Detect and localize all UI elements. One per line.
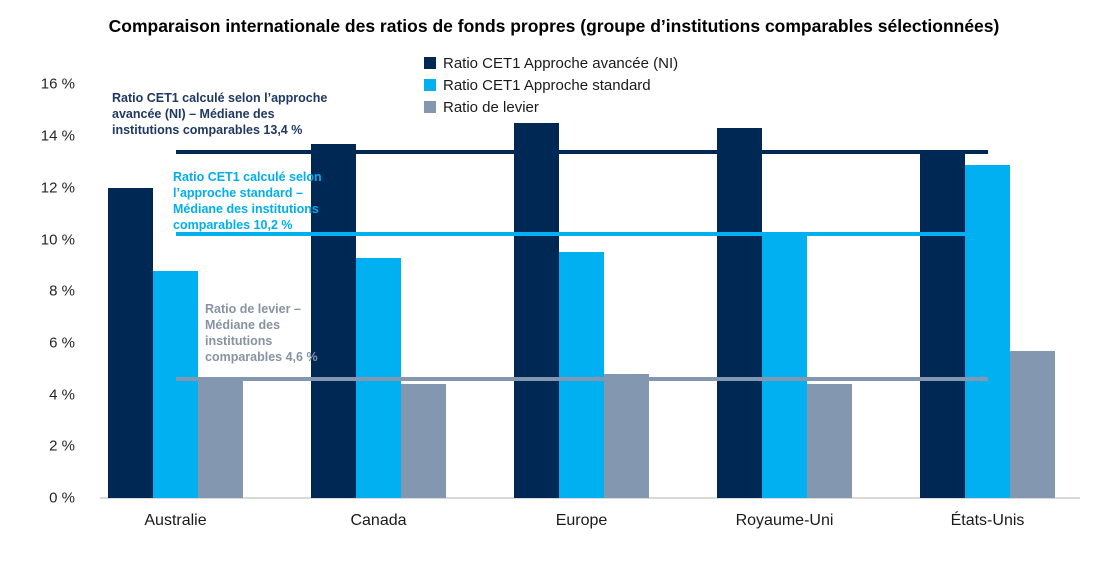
x-axis-category-label: Europe	[555, 512, 608, 529]
bar-Royaume-Uni-2	[807, 384, 852, 498]
bar-Europe-1	[559, 252, 604, 498]
y-axis-tick-label: 16 %	[40, 75, 75, 93]
bar-Australie-0	[108, 187, 153, 498]
bar-Royaume-Uni-0	[717, 128, 762, 498]
legend-label: Ratio CET1 Approche standard	[443, 76, 651, 94]
legend-swatch-icon	[424, 101, 436, 113]
y-axis-tick-label: 10 %	[40, 231, 75, 248]
x-axis-category-label: Royaume-Uni	[735, 512, 834, 529]
legend-item-0: Ratio CET1 Approche avancée (NI)	[424, 52, 678, 74]
legend-item-1: Ratio CET1 Approche standard	[424, 74, 678, 96]
legend-item-2: Ratio de levier	[424, 96, 678, 118]
x-axis-line	[100, 497, 1080, 499]
legend-swatch-icon	[424, 57, 436, 69]
bar-Canada-0	[311, 143, 356, 498]
bar-États-Unis-1	[965, 164, 1010, 498]
y-axis-tick-label: 14 %	[40, 127, 75, 145]
bar-Europe-0	[514, 123, 559, 498]
x-axis-category-label: Australie	[144, 512, 207, 529]
legend: Ratio CET1 Approche avancée (NI) Ratio CE…	[424, 52, 678, 118]
legend-label: Ratio de levier	[443, 98, 539, 116]
median-line-1	[175, 232, 988, 237]
y-axis-tick-label: 0 %	[49, 489, 75, 507]
bar-Australie-1	[153, 270, 198, 498]
bar-États-Unis-2	[1010, 350, 1055, 498]
y-axis-tick-label: 2 %	[49, 437, 75, 455]
bar-Europe-2	[604, 373, 649, 498]
median-line-2	[175, 377, 988, 382]
legend-swatch-icon	[424, 79, 436, 91]
y-axis-tick-label: 4 %	[49, 386, 75, 404]
bar-Canada-2	[401, 384, 446, 498]
x-axis-category-label: Canada	[350, 512, 407, 529]
median-annotation-2: Ratio de levier – Médiane des institutio…	[205, 302, 318, 364]
bar-Australie-2	[198, 379, 243, 498]
median-annotation-0: Ratio CET1 calculé selon l’approche avan…	[112, 91, 328, 137]
x-axis-category-label: États-Unis	[950, 512, 1025, 529]
bar-Royaume-Uni-1	[762, 231, 807, 498]
y-axis-tick-label: 12 %	[40, 179, 75, 197]
legend-label: Ratio CET1 Approche avancée (NI)	[443, 54, 679, 72]
y-axis-tick-label: 6 %	[49, 334, 75, 352]
bar-États-Unis-0	[920, 151, 965, 498]
median-annotation-1: Ratio CET1 calculé selon l’approche stan…	[173, 170, 322, 232]
y-axis-tick-label: 8 %	[49, 282, 75, 300]
median-line-0	[175, 149, 988, 154]
chart-title: Comparaison internationale des ratios de…	[108, 16, 1000, 36]
